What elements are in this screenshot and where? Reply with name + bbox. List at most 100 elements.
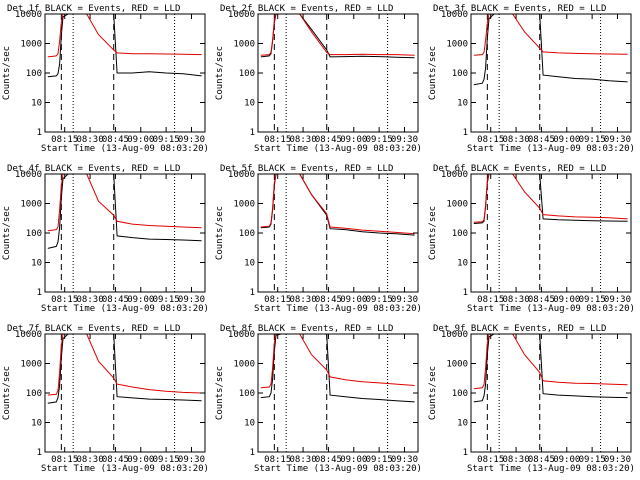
y-tick-label: 100 xyxy=(239,69,255,79)
lld-series-line xyxy=(47,173,202,232)
y-tick-label: 10000 xyxy=(15,330,42,340)
y-tick-label: 10000 xyxy=(228,10,255,20)
lld-series-line xyxy=(473,333,628,390)
events-series-line xyxy=(473,173,628,224)
x-tick-label: 09:30 xyxy=(604,135,631,145)
x-tick-label: 08:45 xyxy=(102,135,129,145)
x-tick-label: 09:15 xyxy=(366,135,393,145)
lld-series-line xyxy=(473,13,628,56)
plot-frame xyxy=(470,333,632,453)
x-tick-label: 09:15 xyxy=(366,455,393,465)
y-tick-label: 1000 xyxy=(20,360,42,370)
events-series-line xyxy=(260,333,415,403)
x-axis-label: Start Time (13-Aug-09 08:03:20) xyxy=(41,464,209,474)
lld-series-line xyxy=(260,173,415,235)
x-tick-label: 09:30 xyxy=(391,295,418,305)
y-tick-label: 1000 xyxy=(20,40,42,50)
events-series-line xyxy=(47,333,202,404)
x-tick-label: 08:15 xyxy=(51,295,78,305)
x-tick-label: 09:30 xyxy=(178,295,205,305)
lld-series-line xyxy=(260,13,415,56)
x-tick-label: 08:15 xyxy=(477,135,504,145)
y-tick-label: 10 xyxy=(31,259,42,269)
x-tick-label: 09:15 xyxy=(366,295,393,305)
y-tick-label: 100 xyxy=(239,229,255,239)
x-tick-label: 09:30 xyxy=(178,135,205,145)
x-tick-label: 08:45 xyxy=(102,455,129,465)
y-tick-label: 1000 xyxy=(446,360,468,370)
detector-panel: Det_3f BLACK = Events, RED = LLD10000100… xyxy=(428,4,635,154)
y-axis-label: Counts/sec xyxy=(2,366,12,420)
y-tick-label: 10000 xyxy=(228,330,255,340)
x-tick-label: 08:30 xyxy=(290,135,317,145)
y-tick-label: 10000 xyxy=(441,170,468,180)
y-axis-label: Counts/sec xyxy=(2,206,12,260)
y-tick-label: 100 xyxy=(26,69,42,79)
x-tick-label: 09:00 xyxy=(553,455,580,465)
panel-title: Det_5f BLACK = Events, RED = LLD xyxy=(220,164,393,174)
events-series-line xyxy=(260,173,415,236)
y-tick-label: 1 xyxy=(463,128,468,138)
x-axis-label: Start Time (13-Aug-09 08:03:20) xyxy=(254,304,422,314)
x-axis-label: Start Time (13-Aug-09 08:03:20) xyxy=(467,304,635,314)
x-axis-label: Start Time (13-Aug-09 08:03:20) xyxy=(254,464,422,474)
x-tick-label: 08:15 xyxy=(51,135,78,145)
y-tick-label: 1000 xyxy=(233,360,255,370)
panel-title: Det_1f BLACK = Events, RED = LLD xyxy=(7,4,180,14)
y-tick-label: 100 xyxy=(452,69,468,79)
x-tick-label: 09:00 xyxy=(127,455,154,465)
y-tick-label: 1 xyxy=(250,128,255,138)
y-tick-label: 100 xyxy=(26,389,42,399)
y-tick-label: 10 xyxy=(31,419,42,429)
y-tick-label: 1 xyxy=(463,448,468,458)
x-tick-label: 09:15 xyxy=(579,135,606,145)
y-tick-label: 1000 xyxy=(233,200,255,210)
events-series-line xyxy=(47,173,202,249)
x-tick-label: 08:45 xyxy=(315,455,342,465)
x-tick-label: 09:15 xyxy=(579,295,606,305)
y-axis-label: Counts/sec xyxy=(215,366,225,420)
x-tick-label: 08:15 xyxy=(264,295,291,305)
events-series-line xyxy=(260,13,415,59)
x-axis-label: Start Time (13-Aug-09 08:03:20) xyxy=(467,464,635,474)
y-axis-label: Counts/sec xyxy=(215,46,225,100)
y-tick-label: 1000 xyxy=(20,200,42,210)
x-tick-label: 08:30 xyxy=(503,455,530,465)
detector-panel: Det_5f BLACK = Events, RED = LLD10000100… xyxy=(215,164,422,314)
y-tick-label: 1 xyxy=(463,288,468,298)
y-tick-label: 10000 xyxy=(15,170,42,180)
y-tick-label: 1 xyxy=(37,128,42,138)
detector-panel: Det_6f BLACK = Events, RED = LLD10000100… xyxy=(428,164,635,314)
y-tick-label: 1 xyxy=(250,288,255,298)
y-tick-label: 1 xyxy=(37,288,42,298)
x-axis-label: Start Time (13-Aug-09 08:03:20) xyxy=(41,144,209,154)
x-tick-label: 08:15 xyxy=(477,455,504,465)
x-tick-label: 08:30 xyxy=(503,295,530,305)
y-tick-label: 100 xyxy=(26,229,42,239)
lld-series-line xyxy=(473,173,628,223)
x-tick-label: 08:15 xyxy=(264,135,291,145)
plot-frame xyxy=(470,173,632,293)
y-tick-label: 1000 xyxy=(446,200,468,210)
lld-series-line xyxy=(47,333,202,396)
y-tick-label: 1000 xyxy=(233,40,255,50)
x-tick-label: 09:00 xyxy=(340,295,367,305)
detector-panel: Det_8f BLACK = Events, RED = LLD10000100… xyxy=(215,324,422,474)
y-tick-label: 10 xyxy=(457,259,468,269)
x-tick-label: 08:15 xyxy=(477,295,504,305)
y-axis-label: Counts/sec xyxy=(428,366,438,420)
x-tick-label: 09:15 xyxy=(153,295,180,305)
panel-title: Det_6f BLACK = Events, RED = LLD xyxy=(433,164,606,174)
x-tick-label: 09:30 xyxy=(604,455,631,465)
detector-panel: Det_7f BLACK = Events, RED = LLD10000100… xyxy=(2,324,209,474)
y-tick-label: 1000 xyxy=(446,40,468,50)
x-tick-label: 08:15 xyxy=(51,455,78,465)
panel-title: Det_3f BLACK = Events, RED = LLD xyxy=(433,4,606,14)
plot-frame xyxy=(257,13,419,133)
x-tick-label: 09:15 xyxy=(579,455,606,465)
panel-title: Det_4f BLACK = Events, RED = LLD xyxy=(7,164,180,174)
x-tick-label: 08:15 xyxy=(264,455,291,465)
events-series-line xyxy=(473,13,628,86)
x-tick-label: 08:30 xyxy=(77,455,104,465)
